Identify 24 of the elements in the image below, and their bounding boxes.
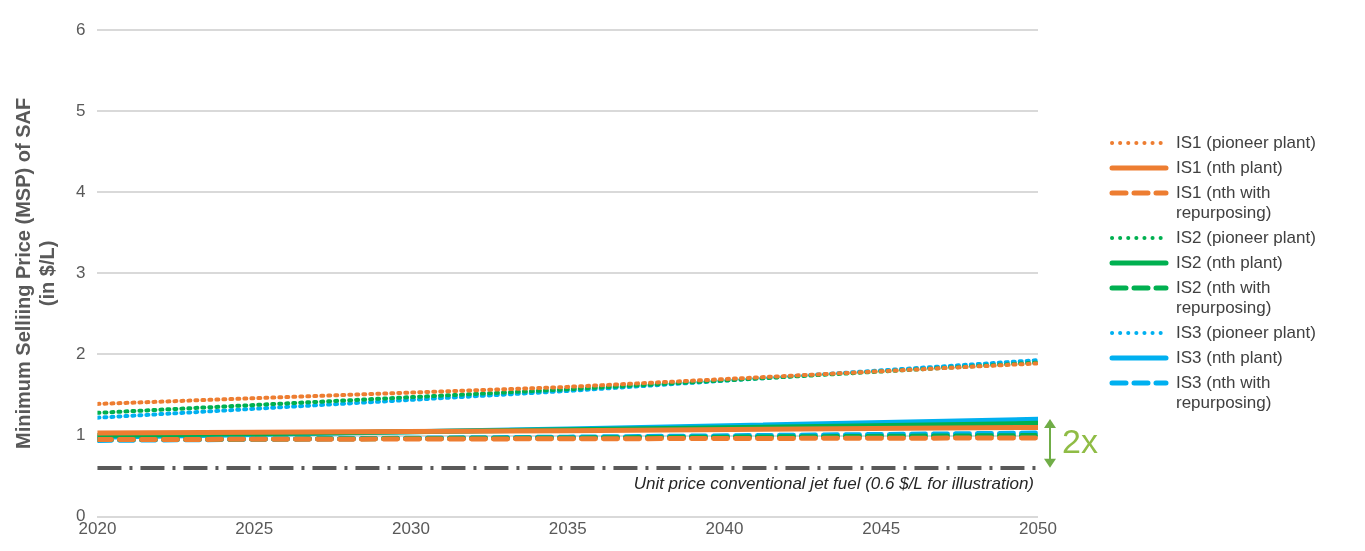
x-tick-label: 2035	[548, 519, 587, 539]
legend-label: IS1 (nth with repurposing)	[1176, 183, 1273, 223]
legend-label: IS2 (pioneer plant)	[1176, 228, 1316, 248]
x-tick-label: 2030	[392, 519, 430, 539]
legend-label: IS2 (nth with repurposing)	[1176, 278, 1273, 318]
y-axis-title: Minimum Selliing Price (MSP) of SAF (in $/L)	[11, 97, 58, 449]
legend-label: IS2 (nth plant)	[1176, 253, 1283, 273]
legend-label: IS1 (nth plant)	[1176, 158, 1283, 178]
y-tick-label: 3	[75, 263, 86, 283]
x-tick-label: 2045	[862, 519, 901, 539]
legend-label: IS1 (pioneer plant)	[1176, 133, 1316, 153]
x-tick-label: 2050	[1019, 519, 1057, 539]
y-tick-label: 6	[75, 19, 86, 39]
ref-line-label: Unit price conventional jet fuel (0.6 $/L for illustration)	[633, 474, 1034, 494]
y-tick-label: 5	[75, 100, 86, 120]
x-tick-label: 2025	[235, 519, 274, 539]
y-tick-label: 2	[75, 344, 86, 364]
annotation: 2x	[1062, 422, 1098, 461]
legend-label: IS3 (pioneer plant)	[1176, 323, 1316, 343]
x-tick-label: 2040	[705, 519, 744, 539]
legend-label: IS3 (nth plant)	[1176, 348, 1283, 368]
y-tick-label: 1	[75, 425, 86, 445]
y-tick-label: 4	[75, 182, 86, 202]
legend-label: IS3 (nth with repurposing)	[1176, 373, 1273, 413]
